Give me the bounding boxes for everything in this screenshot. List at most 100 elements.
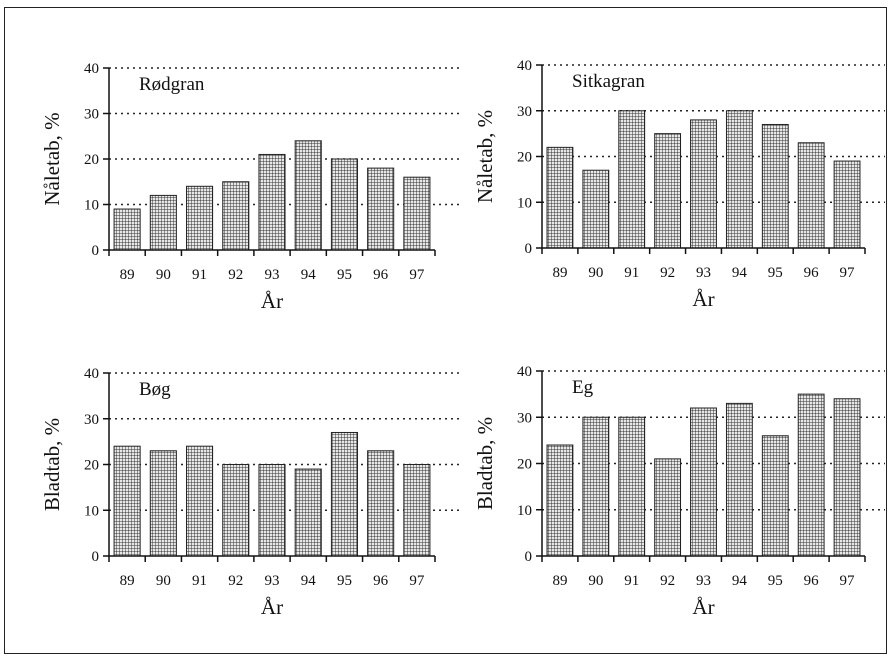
bar [258, 464, 286, 557]
y-tick-label: 30 [84, 412, 99, 428]
chart-panel-3: 0 10 20 30 40 89 90 91 92 93 94 95 96 97 År Bladtab, % B… [40, 366, 460, 619]
x-tick-label: 96 [373, 267, 389, 283]
bar [618, 416, 646, 557]
y-tick-label: 40 [517, 58, 532, 74]
x-tick-label: 94 [301, 573, 317, 589]
x-tick-label: 96 [373, 573, 389, 589]
y-tick-label: 0 [92, 243, 100, 259]
x-tick-label: 93 [265, 267, 280, 283]
y-axis-title: Nåletab, % [473, 110, 497, 203]
x-tick-label: 91 [624, 265, 639, 281]
x-tick-label: 94 [732, 265, 748, 281]
bar [294, 140, 322, 251]
x-tick-label: 93 [696, 573, 711, 589]
bar [546, 146, 574, 249]
x-tick-label: 90 [588, 265, 603, 281]
x-tick-label: 89 [120, 573, 135, 589]
bar [618, 110, 646, 249]
bar [761, 435, 789, 557]
y-tick-label: 20 [517, 150, 532, 166]
x-tick-label: 89 [120, 267, 135, 283]
y-tick-label: 20 [84, 458, 99, 474]
bar [582, 169, 610, 249]
bar [330, 431, 358, 557]
bar [403, 464, 431, 557]
x-tick-label: 96 [804, 573, 820, 589]
y-tick-label: 10 [517, 503, 532, 519]
chart-title: Sitkagran [572, 71, 645, 92]
bar [582, 416, 610, 557]
x-axis-title: År [261, 289, 283, 313]
bar [186, 185, 214, 251]
x-tick-label: 92 [228, 267, 243, 283]
x-axis-title: År [261, 595, 283, 619]
bar [113, 208, 141, 251]
chart-title: Eg [572, 377, 594, 398]
x-tick-label: 92 [660, 573, 675, 589]
x-tick-label: 97 [840, 573, 856, 589]
bar [186, 445, 214, 557]
y-tick-label: 0 [92, 549, 100, 565]
y-tick-label: 10 [84, 503, 99, 519]
y-tick-label: 20 [84, 152, 99, 168]
bar [222, 464, 250, 557]
y-tick-label: 10 [84, 198, 99, 214]
y-tick-label: 40 [84, 366, 99, 382]
y-tick-label: 40 [84, 61, 99, 77]
bar [833, 398, 861, 557]
figure-frame: 0 10 20 30 40 89 90 91 92 93 94 95 96 97 År Nåletab, % R… [4, 7, 887, 654]
bar [761, 123, 789, 249]
bar [149, 194, 177, 251]
bar [654, 133, 682, 249]
x-tick-label: 89 [552, 265, 567, 281]
x-tick-label: 97 [409, 267, 425, 283]
x-tick-label: 90 [156, 573, 171, 589]
chart-title: Bøg [139, 379, 171, 400]
chart-panel-1: 0 10 20 30 40 89 90 91 92 93 94 95 96 97 År Nåletab, % R… [40, 61, 460, 313]
y-tick-label: 0 [525, 241, 533, 257]
y-tick-label: 40 [517, 364, 532, 380]
y-tick-label: 0 [525, 549, 533, 565]
chart-panel-2: 0 10 20 30 40 89 90 91 92 93 94 95 96 97 År Nåletab, % S… [473, 58, 885, 311]
bar [367, 167, 395, 251]
bar [403, 176, 431, 251]
x-tick-label: 97 [409, 573, 425, 589]
x-tick-label: 95 [768, 573, 783, 589]
x-tick-label: 93 [265, 573, 280, 589]
x-tick-label: 91 [624, 573, 639, 589]
chart-canvas: 0 10 20 30 40 89 90 91 92 93 94 95 96 97 År Nåletab, % R… [40, 58, 885, 619]
chart-panel-4: 0 10 20 30 40 89 90 91 92 93 94 95 96 97 År Bladtab, % E… [473, 364, 885, 619]
y-tick-label: 30 [517, 104, 532, 120]
bar [294, 468, 322, 557]
x-tick-label: 96 [804, 265, 820, 281]
bar [367, 450, 395, 557]
y-tick-label: 30 [84, 107, 99, 123]
y-tick-label: 20 [517, 457, 532, 473]
x-tick-label: 90 [588, 573, 603, 589]
y-axis-title: Nåletab, % [40, 112, 64, 205]
y-tick-label: 30 [517, 410, 532, 426]
chart-title: Rødgran [139, 74, 205, 95]
x-tick-label: 94 [301, 267, 317, 283]
bar [725, 110, 753, 249]
x-tick-label: 93 [696, 265, 711, 281]
bar [725, 402, 753, 557]
bar [330, 158, 358, 251]
x-tick-label: 95 [337, 267, 352, 283]
x-tick-label: 95 [768, 265, 783, 281]
x-tick-label: 97 [840, 265, 856, 281]
bar [690, 119, 717, 249]
x-tick-label: 92 [660, 265, 675, 281]
x-tick-label: 89 [552, 573, 567, 589]
x-tick-label: 90 [156, 267, 171, 283]
y-tick-label: 10 [517, 195, 532, 211]
y-axis-title: Bladtab, % [40, 418, 64, 511]
x-axis-title: År [692, 595, 714, 619]
y-axis-title: Bladtab, % [473, 417, 497, 510]
bar [797, 142, 825, 249]
bar [149, 450, 177, 557]
bar [222, 181, 250, 251]
x-axis-title: År [692, 287, 714, 311]
x-tick-label: 94 [732, 573, 748, 589]
bar [113, 445, 141, 557]
